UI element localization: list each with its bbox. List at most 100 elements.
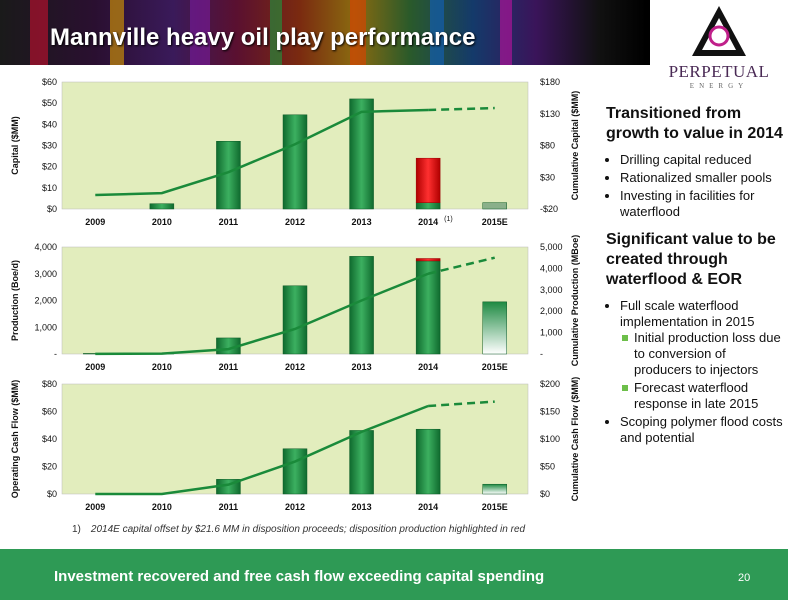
y-tick-label: $0 bbox=[47, 489, 57, 499]
cumulative-line bbox=[95, 272, 429, 356]
x-tick-label: 2009 bbox=[85, 362, 105, 372]
footnote-number: 1) bbox=[72, 524, 81, 535]
y2-tick-label: 4,000 bbox=[540, 263, 563, 273]
y2-tick-label: - bbox=[540, 349, 543, 359]
y2-tick-label: $30 bbox=[540, 172, 555, 182]
y-tick-label: 1,000 bbox=[34, 322, 57, 332]
y-tick-label: $20 bbox=[42, 162, 57, 172]
x-tick-label: 2009 bbox=[85, 502, 105, 512]
cumulative-line-forecast bbox=[428, 106, 495, 112]
y-tick-label: $30 bbox=[42, 141, 57, 151]
cumulative-line bbox=[95, 108, 429, 197]
header-streak bbox=[190, 0, 210, 65]
disposition-bar bbox=[415, 258, 441, 262]
logo-wordmark: PERPETUAL bbox=[668, 62, 770, 81]
y2-tick-label: $0 bbox=[540, 489, 550, 499]
y2-tick-label: 1,000 bbox=[540, 328, 563, 338]
footer-bar bbox=[0, 549, 788, 600]
sidebar-heading-2: Significant value to be created through … bbox=[606, 231, 776, 288]
y2-tick-label: -$20 bbox=[540, 204, 558, 214]
header-streak bbox=[500, 0, 512, 65]
company-logo: PERPETUAL ENERGY bbox=[650, 0, 788, 95]
x-tick-footnote-mark: (1) bbox=[444, 216, 453, 223]
sub-list-item: Initial production loss due to conversio… bbox=[622, 330, 784, 378]
y2-tick-label: $200 bbox=[540, 379, 560, 389]
bar bbox=[282, 285, 308, 355]
x-tick-label: 2012 bbox=[285, 502, 305, 512]
y-tick-label: $40 bbox=[42, 119, 57, 129]
y-tick-label: $20 bbox=[42, 462, 57, 472]
y-tick-label: $80 bbox=[42, 379, 57, 389]
x-tick-label: 2015E bbox=[482, 362, 508, 372]
y-tick-label: - bbox=[54, 349, 57, 359]
x-tick-label: 2013 bbox=[352, 362, 372, 372]
x-tick-label: 2015E bbox=[482, 217, 508, 227]
header-streak bbox=[430, 0, 444, 65]
y2-tick-label: $150 bbox=[540, 407, 560, 417]
y2-tick-label: $50 bbox=[540, 462, 555, 472]
y2-tick-label: $130 bbox=[540, 109, 560, 119]
x-tick-label: 2013 bbox=[352, 502, 372, 512]
list-item: Full scale waterflood implementation in … bbox=[620, 298, 784, 412]
sidebar-sublist: Initial production loss due to conversio… bbox=[620, 330, 784, 412]
y-tick-label: $60 bbox=[42, 77, 57, 87]
x-tick-label: 2015E bbox=[482, 502, 508, 512]
sidebar-heading-1: Transitioned from growth to value in 201… bbox=[606, 105, 783, 142]
y2-axis-title: Cumulative Production (MBoe) bbox=[570, 235, 580, 367]
x-tick-label: 2014 bbox=[418, 217, 438, 227]
x-tick-label: 2011 bbox=[219, 362, 239, 372]
footnote-text: 2014E capital offset by $21.6 MM in disp… bbox=[90, 524, 526, 535]
cumulative-line bbox=[95, 404, 429, 496]
y2-tick-label: $100 bbox=[540, 434, 560, 444]
sidebar-text: Transitioned from growth to value in 201… bbox=[606, 104, 784, 456]
slide-title: Mannville heavy oil play performance bbox=[50, 24, 476, 51]
x-tick-label: 2012 bbox=[285, 362, 305, 372]
x-tick-label: 2011 bbox=[219, 502, 239, 512]
header-streak bbox=[30, 0, 48, 65]
y2-tick-label: $180 bbox=[540, 77, 560, 87]
bar bbox=[482, 301, 507, 355]
footer-message: Investment recovered and free cash flow … bbox=[54, 568, 545, 585]
list-item: Drilling capital reduced bbox=[620, 152, 784, 168]
y-axis-title: Production (Boe/d) bbox=[10, 260, 20, 341]
x-tick-label: 2014 bbox=[418, 502, 438, 512]
x-tick-label: 2013 bbox=[352, 217, 372, 227]
x-tick-label: 2011 bbox=[219, 217, 239, 227]
header-streak bbox=[110, 0, 124, 65]
cumulative-line-forecast bbox=[427, 256, 496, 275]
bar bbox=[482, 202, 507, 210]
y2-tick-label: $80 bbox=[540, 141, 555, 151]
sidebar-list-1: Drilling capital reduced Rationalized sm… bbox=[606, 152, 784, 220]
bar bbox=[415, 202, 441, 210]
y2-tick-label: 2,000 bbox=[540, 306, 563, 316]
bar bbox=[415, 428, 441, 495]
footnote: 1) 2014E capital offset by $21.6 MM in di… bbox=[72, 524, 525, 535]
sub-list-item: Forecast waterflood response in late 201… bbox=[622, 380, 784, 412]
header-streak bbox=[270, 0, 282, 65]
header-streak bbox=[350, 0, 366, 65]
list-item-text: Full scale waterflood implementation in … bbox=[620, 298, 755, 329]
x-tick-label: 2009 bbox=[85, 217, 105, 227]
y2-tick-label: 5,000 bbox=[540, 242, 563, 252]
bar bbox=[349, 98, 374, 210]
bar bbox=[282, 448, 308, 495]
logo-triangle-icon bbox=[692, 6, 746, 56]
y2-tick-label: 3,000 bbox=[540, 285, 563, 295]
bar bbox=[482, 483, 507, 495]
logo-subtitle: ENERGY bbox=[689, 82, 749, 90]
x-tick-label: 2012 bbox=[285, 217, 305, 227]
y-tick-label: $40 bbox=[42, 434, 57, 444]
x-tick-label: 2010 bbox=[152, 502, 172, 512]
y-tick-label: $60 bbox=[42, 407, 57, 417]
x-tick-label: 2014 bbox=[418, 362, 438, 372]
page-number: 20 bbox=[738, 572, 751, 584]
bar bbox=[282, 114, 308, 210]
y-tick-label: 4,000 bbox=[34, 242, 57, 252]
disposition-bar bbox=[415, 157, 441, 203]
x-tick-label: 2010 bbox=[152, 362, 172, 372]
list-item: Rationalized smaller pools bbox=[620, 170, 784, 186]
list-item: Investing in facilities for waterflood bbox=[620, 188, 784, 220]
y-tick-label: $50 bbox=[42, 98, 57, 108]
y-axis-title: Operating Cash Flow ($MM) bbox=[10, 380, 20, 499]
y2-axis-title: Cumulative Cash Flow ($MM) bbox=[570, 377, 580, 502]
